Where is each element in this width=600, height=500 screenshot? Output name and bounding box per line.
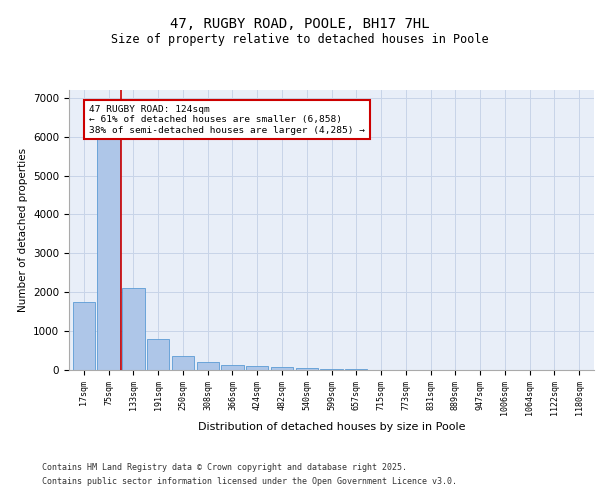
Bar	[246, 366, 268, 370]
Bar	[147, 339, 169, 370]
Text: 47 RUGBY ROAD: 124sqm
← 61% of detached houses are smaller (6,858)
38% of semi-d: 47 RUGBY ROAD: 124sqm ← 61% of detached …	[89, 105, 365, 134]
Y-axis label: Number of detached properties: Number of detached properties	[17, 148, 28, 312]
Bar	[172, 356, 194, 370]
Bar	[271, 368, 293, 370]
Bar	[197, 362, 219, 370]
Text: Contains public sector information licensed under the Open Government Licence v3: Contains public sector information licen…	[42, 477, 457, 486]
Text: 47, RUGBY ROAD, POOLE, BH17 7HL: 47, RUGBY ROAD, POOLE, BH17 7HL	[170, 18, 430, 32]
Text: Contains HM Land Registry data © Crown copyright and database right 2025.: Contains HM Land Registry data © Crown c…	[42, 464, 407, 472]
Bar	[221, 365, 244, 370]
X-axis label: Distribution of detached houses by size in Poole: Distribution of detached houses by size …	[198, 422, 465, 432]
Bar	[73, 302, 95, 370]
Bar	[122, 288, 145, 370]
Bar	[97, 138, 120, 370]
Text: Size of property relative to detached houses in Poole: Size of property relative to detached ho…	[111, 32, 489, 46]
Bar	[296, 368, 318, 370]
Bar	[320, 369, 343, 370]
